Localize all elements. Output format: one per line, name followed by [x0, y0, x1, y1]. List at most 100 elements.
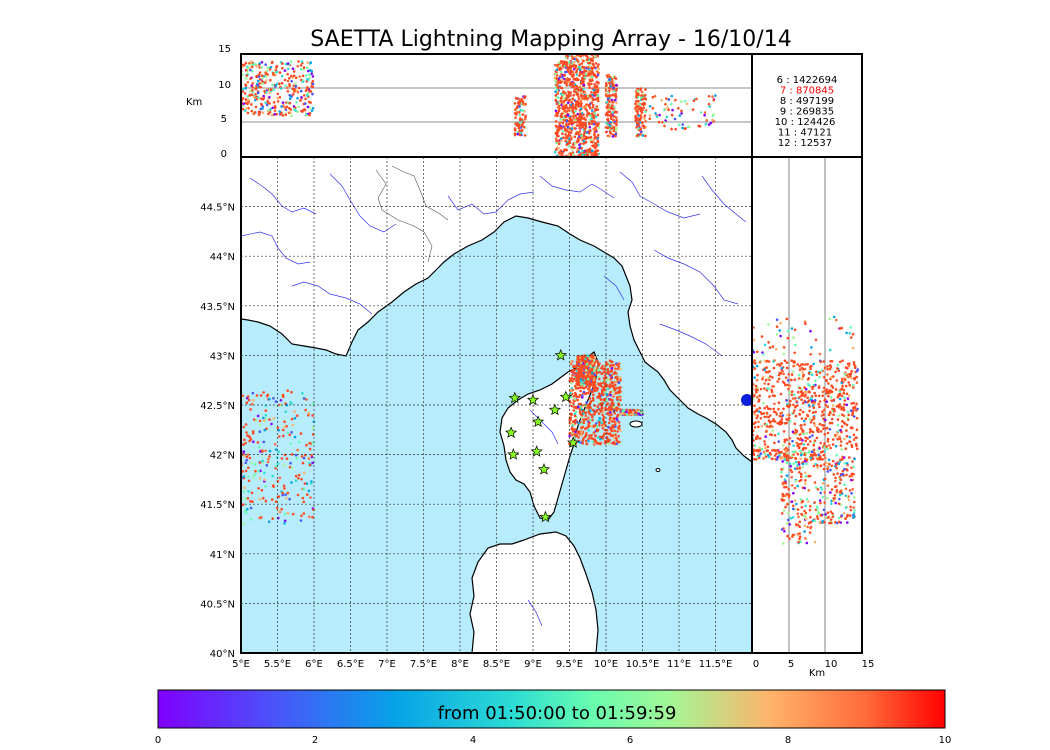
- lightning-source-point: [612, 441, 615, 445]
- lightning-source-point: [570, 413, 574, 416]
- right-panel-point: [845, 331, 848, 335]
- top-panel-point: [269, 78, 272, 82]
- right-panel-point: [773, 448, 776, 452]
- top-panel-point: [595, 85, 599, 89]
- top-panel-point: [284, 84, 287, 88]
- right-panel-point: [804, 471, 807, 475]
- right-panel-point: [811, 430, 815, 434]
- right-panel-point: [800, 366, 804, 370]
- right-panel-point: [792, 504, 795, 508]
- right-panel-point: [788, 523, 791, 526]
- lightning-source-point: [309, 496, 312, 499]
- lightning-source-point: [606, 387, 610, 391]
- lma-station-star: [548, 403, 561, 416]
- top-panel-point: [592, 88, 596, 92]
- right-panel-point: [835, 466, 838, 470]
- right-panel-point: [844, 506, 848, 509]
- lightning-source-point: [258, 476, 262, 480]
- right-panel-point: [812, 415, 816, 419]
- right-panel-point: [826, 511, 830, 514]
- top-panel-point: [559, 70, 563, 74]
- top-panel-point: [555, 68, 559, 72]
- top-panel-point: [311, 92, 314, 96]
- right-panel-point: [846, 521, 849, 524]
- right-panel-point: [757, 420, 760, 424]
- lightning-source-point: [603, 420, 606, 424]
- right-panel-point: [804, 475, 808, 478]
- lightning-source-point: [619, 398, 622, 402]
- top-panel-point: [582, 59, 585, 63]
- lightning-source-point: [579, 433, 583, 437]
- right-panel-point: [846, 410, 850, 414]
- top-panel-point: [671, 108, 674, 112]
- top-panel-point: [588, 86, 592, 90]
- right-panel-point: [777, 377, 781, 381]
- lightning-source-point: [241, 394, 245, 398]
- top-panel-point: [709, 121, 713, 125]
- map-y-tick-label: 42.5°N: [200, 401, 235, 412]
- right-panel-point: [809, 440, 812, 443]
- top-panel-point: [557, 105, 560, 109]
- top-panel-point: [574, 90, 577, 94]
- top-panel-point: [577, 89, 580, 92]
- right-panel-point: [798, 535, 802, 538]
- right-panel-point: [813, 399, 817, 402]
- top-panel-point: [244, 98, 248, 101]
- lightning-source-point: [281, 493, 285, 497]
- top-panel-point: [605, 105, 609, 109]
- right-panel-point: [798, 395, 801, 399]
- top-panel-point: [596, 88, 600, 92]
- map-x-tick-label: 6°E: [305, 659, 323, 670]
- top-panel-point: [516, 132, 520, 136]
- lightning-source-point: [605, 398, 609, 402]
- right-panel-point: [804, 482, 807, 485]
- right-panel-point: [815, 505, 819, 509]
- lightning-source-point: [595, 408, 599, 412]
- top-panel-point: [251, 82, 254, 85]
- lightning-source-point: [587, 407, 590, 410]
- top-panel-point: [582, 134, 586, 138]
- right-panel-point: [780, 498, 784, 501]
- right-panel-point: [785, 492, 789, 496]
- right-panel-point: [793, 393, 796, 397]
- right-panel-point: [807, 451, 811, 454]
- lightning-source-point: [581, 376, 585, 379]
- lightning-source-point: [249, 518, 253, 521]
- lightning-source-point: [246, 497, 250, 500]
- lightning-source-point: [577, 370, 580, 373]
- right-panel-point: [806, 396, 809, 400]
- top-panel-point: [565, 80, 568, 83]
- right-panel-point: [832, 497, 836, 500]
- lightning-source-point: [262, 440, 266, 444]
- lightning-source-point: [595, 371, 599, 375]
- lightning-source-point: [262, 416, 265, 420]
- right-panel-point: [824, 513, 827, 516]
- top-panel-point: [280, 81, 284, 85]
- lightning-source-point: [293, 410, 296, 413]
- right-panel-point: [822, 467, 826, 471]
- top-panel-point: [250, 60, 253, 63]
- right-panel-point: [852, 361, 856, 364]
- lightning-source-point: [311, 441, 315, 445]
- top-panel-point: [296, 97, 299, 100]
- top-panel-point: [563, 60, 566, 63]
- right-panel-point: [854, 436, 857, 440]
- right-panel-point: [828, 367, 832, 371]
- right-panel-point: [838, 437, 842, 441]
- right-panel-point: [799, 457, 802, 461]
- top-panel-point: [288, 97, 292, 100]
- top-panel-point: [264, 101, 268, 105]
- top-panel-point: [554, 72, 557, 76]
- lightning-source-point: [602, 410, 605, 413]
- lightning-source-point: [607, 432, 610, 436]
- right-panel-point: [809, 367, 812, 371]
- lightning-source-point: [578, 410, 582, 414]
- right-panel-point: [775, 363, 779, 366]
- lightning-source-point: [598, 417, 601, 420]
- right-panel-point: [790, 373, 794, 376]
- station-count-legend: 6 : 1422694 7 : 870845 8 : 497199 9 : 26…: [751, 53, 863, 158]
- top-panel-point: [595, 70, 599, 73]
- lightning-source-point: [293, 435, 297, 439]
- right-panel-point: [782, 346, 786, 349]
- top-panel-point: [311, 79, 315, 83]
